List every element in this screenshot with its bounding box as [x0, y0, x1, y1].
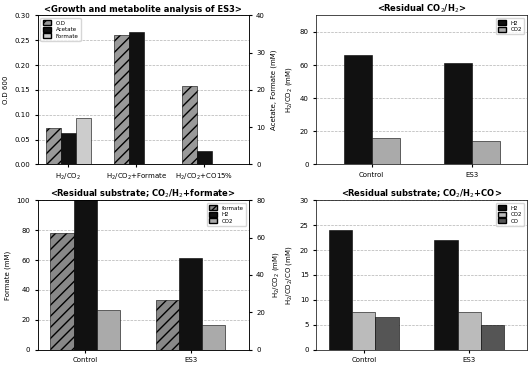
Y-axis label: H$_2$/CO$_2$ (mM): H$_2$/CO$_2$ (mM) — [284, 67, 294, 113]
Bar — [114, 35, 129, 164]
Bar — [352, 312, 375, 350]
Bar — [472, 141, 500, 164]
Bar — [375, 317, 399, 350]
Bar — [372, 138, 400, 164]
Title: <Residual substrate; CO$_2$/H$_2$+CO>: <Residual substrate; CO$_2$/H$_2$+CO> — [341, 188, 502, 200]
Bar — [435, 240, 457, 350]
Bar — [156, 300, 179, 350]
Bar — [74, 198, 97, 350]
Legend: O.D, Acetate, Formate: O.D, Acetate, Formate — [40, 18, 81, 41]
Bar — [76, 118, 91, 164]
Bar — [481, 325, 504, 350]
Title: <Growth and metabolite analysis of ES3>: <Growth and metabolite analysis of ES3> — [44, 5, 242, 15]
Y-axis label: Formate (mM): Formate (mM) — [5, 250, 11, 300]
Y-axis label: Acetate, Formate (mM): Acetate, Formate (mM) — [271, 50, 277, 130]
Legend: H2, CO2: H2, CO2 — [496, 18, 525, 34]
Bar — [179, 258, 202, 350]
Y-axis label: H$_2$/CO$_2$ (mM): H$_2$/CO$_2$ (mM) — [271, 251, 281, 298]
Bar — [182, 86, 197, 164]
Title: <Residual substrate; CO$_2$/H$_2$+formate>: <Residual substrate; CO$_2$/H$_2$+format… — [50, 188, 236, 200]
Legend: H2, CO2, CO: H2, CO2, CO — [496, 203, 525, 226]
Legend: formate, H2, CO2: formate, H2, CO2 — [207, 203, 246, 226]
Bar — [457, 312, 481, 350]
Bar — [50, 233, 74, 350]
Y-axis label: O.D 600: O.D 600 — [3, 76, 9, 104]
Y-axis label: H$_2$/CO$_2$/CO (mM): H$_2$/CO$_2$/CO (mM) — [284, 245, 294, 305]
Bar — [444, 63, 472, 164]
Bar — [197, 152, 212, 164]
Bar — [61, 133, 76, 164]
Title: <Residual CO$_2$/H$_2$>: <Residual CO$_2$/H$_2$> — [377, 3, 466, 15]
Bar — [97, 310, 120, 350]
Bar — [129, 32, 144, 164]
Bar — [202, 325, 225, 350]
Bar — [46, 128, 61, 164]
Bar — [329, 230, 352, 350]
Bar — [343, 55, 372, 164]
